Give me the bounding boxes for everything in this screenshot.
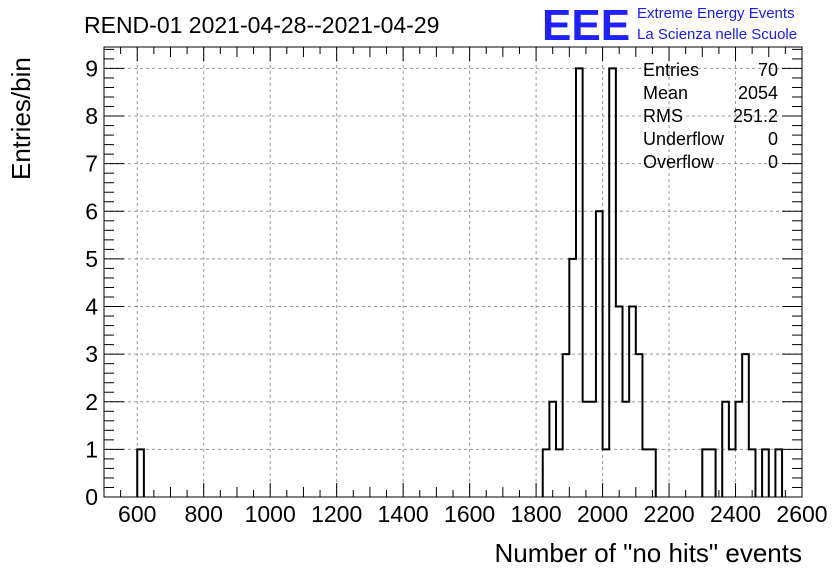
x-axis-ticks: 600 800 1000 1200 1400 1600 1800 2000 2200 2400 26… [118, 47, 828, 527]
stats-label: RMS [643, 106, 683, 126]
y-tick-label: 5 [85, 246, 98, 272]
chart-title: REND-01 2021-04-28--2021-04-29 [84, 12, 439, 38]
stats-value: 251.2 [733, 106, 778, 126]
y-tick-label: 1 [85, 436, 98, 462]
y-tick-label: 8 [85, 103, 98, 129]
grid-lines [104, 47, 803, 497]
x-tick-label: 1800 [511, 501, 562, 527]
x-tick-label: 2200 [643, 501, 694, 527]
logo-mark: EEE [542, 1, 630, 50]
y-axis-label: Entries/bin [6, 57, 36, 180]
x-tick-label: 1000 [245, 501, 296, 527]
histogram-outline [136, 67, 784, 497]
y-tick-label: 4 [85, 294, 98, 320]
plot-frame [103, 46, 803, 498]
stats-label: Overflow [643, 152, 715, 172]
stats-label: Entries [643, 60, 699, 80]
x-tick-label: 2000 [577, 501, 628, 527]
y-tick-label: 2 [85, 389, 98, 415]
y-tick-label: 6 [85, 198, 98, 224]
logo-line-2: La Scienza nelle Scuole [637, 26, 797, 43]
y-axis-ticks: 0 1 2 3 4 5 6 7 8 9 [85, 48, 802, 510]
stats-box: Entries 70 Mean 2054 RMS 251.2 Underflow 0 Overf… [643, 60, 778, 172]
y-tick-label: 7 [85, 151, 98, 177]
x-tick-label: 2400 [710, 501, 761, 527]
stats-value: 0 [768, 129, 778, 149]
x-tick-label: 1200 [311, 501, 362, 527]
x-tick-label: 2600 [776, 501, 827, 527]
stats-value: 0 [768, 152, 778, 172]
stats-value: 70 [758, 60, 778, 80]
x-tick-label: 1400 [378, 501, 429, 527]
stats-label: Mean [643, 83, 688, 103]
stats-label: Underflow [643, 129, 725, 149]
y-tick-label: 9 [85, 55, 98, 81]
histogram-bin [729, 449, 736, 497]
stats-value: 2054 [738, 83, 778, 103]
y-tick-label: 3 [85, 341, 98, 367]
x-tick-label: 600 [118, 501, 156, 527]
y-tick-label: 0 [85, 484, 98, 510]
experiment-logo: EEE Extreme Energy Events La Scienza nel… [542, 1, 797, 50]
x-tick-label: 800 [185, 501, 223, 527]
logo-line-1: Extreme Energy Events [637, 5, 795, 22]
histogram-bin [603, 449, 610, 497]
x-axis-label: Number of "no hits" events [495, 538, 803, 568]
histogram-bin [556, 449, 563, 497]
histogram-bin [642, 449, 649, 497]
x-tick-label: 1600 [444, 501, 495, 527]
